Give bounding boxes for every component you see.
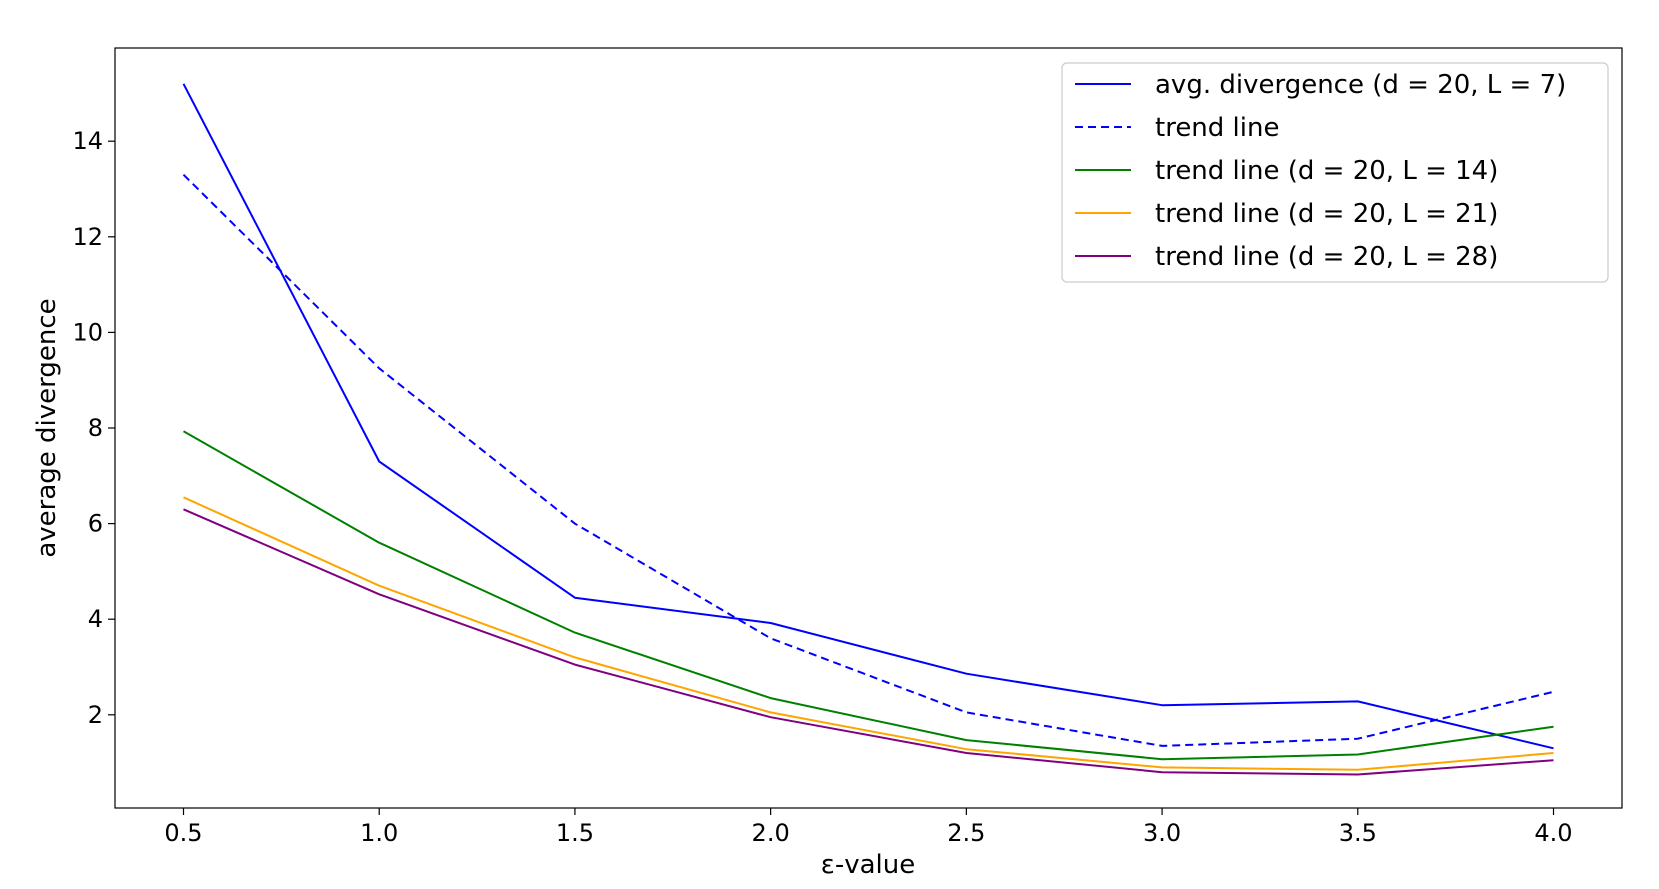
y-tick-label: 4	[88, 605, 103, 633]
legend: avg. divergence (d = 20, L = 7) trend lin…	[1061, 62, 1609, 283]
x-tick-label: 2.0	[752, 819, 790, 847]
x-tick-label: 3.5	[1339, 819, 1377, 847]
series-line-3	[183, 496, 1554, 771]
legend-label-2: trend line (d = 20, L = 14)	[1155, 156, 1498, 186]
x-axis-label: ε-value	[821, 850, 915, 880]
y-axis-label: average divergence	[32, 298, 62, 557]
legend-label-0: avg. divergence (d = 20, L = 7)	[1155, 70, 1566, 100]
y-tick-label: 6	[88, 510, 103, 538]
x-tick-label: 2.5	[947, 819, 985, 847]
x-axis: 0.5 1.0 1.5 2.0 2.5 3.0 3.5 4.0	[164, 808, 1573, 847]
x-tick-label: 1.5	[556, 819, 594, 847]
x-tick-label: 1.0	[360, 819, 398, 847]
x-tick-label: 4.0	[1534, 819, 1572, 847]
legend-label-1: trend line	[1155, 113, 1279, 143]
x-tick-label: 3.0	[1143, 819, 1181, 847]
y-axis: 2 4 6 8 10 12 14	[72, 127, 115, 729]
series-line-4	[183, 508, 1554, 776]
series-line-1	[182, 173, 1554, 747]
series-line-0	[182, 83, 1554, 750]
y-tick-label: 8	[88, 414, 103, 442]
y-tick-label: 2	[88, 701, 103, 729]
y-tick-label: 10	[72, 318, 103, 346]
series-line-2	[183, 430, 1554, 761]
legend-label-3: trend line (d = 20, L = 21)	[1155, 199, 1498, 229]
series-layer	[182, 83, 1554, 776]
y-tick-label: 14	[72, 127, 103, 155]
y-tick-label: 12	[72, 223, 103, 251]
legend-label-4: trend line (d = 20, L = 28)	[1155, 242, 1498, 272]
legend-box	[1061, 62, 1609, 283]
x-tick-label: 0.5	[164, 819, 202, 847]
